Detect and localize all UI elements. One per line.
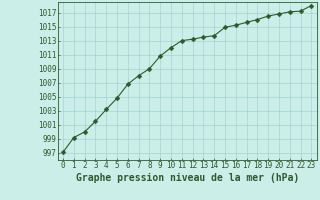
- X-axis label: Graphe pression niveau de la mer (hPa): Graphe pression niveau de la mer (hPa): [76, 173, 299, 183]
